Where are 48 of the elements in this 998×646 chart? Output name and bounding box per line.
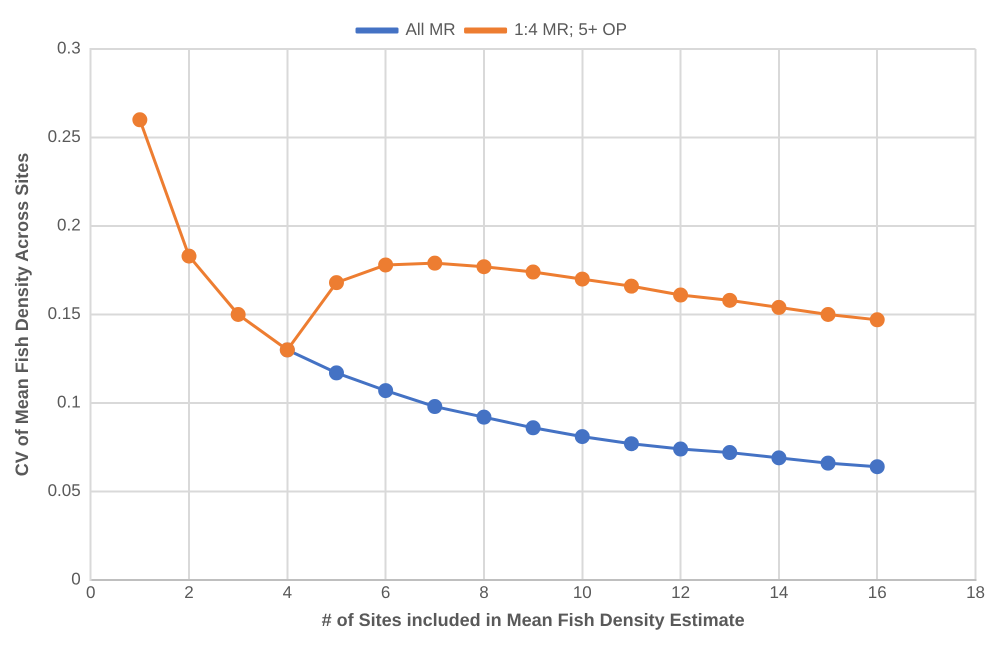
point [722,292,738,308]
point [574,272,590,287]
y-tick-label: 0 [71,570,81,589]
point [378,257,394,272]
x-tick-label: 16 [868,582,887,602]
point [328,365,344,380]
x-tick-label: 6 [380,582,390,602]
point [771,450,786,466]
x-tick-label: 8 [479,582,489,602]
point [820,307,836,322]
x-tick-label: 14 [769,582,788,602]
point [870,459,885,474]
point [476,259,492,274]
y-tick-label: 0.2 [57,216,81,235]
y-axis-title: CV of Mean Fish Density Across Sites [12,152,32,476]
x-tick-label: 10 [572,582,592,602]
y-tick-label: 0.15 [48,304,81,324]
point [673,288,688,303]
x-tick-label: 2 [184,582,194,602]
y-tick-label: 0.25 [48,127,81,146]
y-tick-label: 0.1 [57,392,81,412]
x-tick-label: 12 [671,582,690,602]
y-tick-label: 0.3 [57,38,81,58]
point [574,429,590,444]
point [624,278,639,294]
x-tick-label: 18 [966,582,986,602]
point [476,410,492,425]
point [673,442,688,457]
x-axis-title: # of Sites included in Mean Fish Density Estimate [322,610,745,630]
point [624,436,639,452]
point [722,445,738,460]
point [526,420,541,436]
x-tick-label: 0 [86,582,96,602]
y-tick-label: 0.05 [48,481,81,500]
point [820,456,836,471]
point [771,300,786,315]
point [132,112,148,128]
x-tick-label: 4 [282,582,292,602]
point [427,256,442,271]
legend-label: All MR [406,20,456,40]
point [230,307,246,322]
point [328,275,344,290]
point [526,264,541,280]
point [427,399,442,414]
point [378,383,394,398]
point [870,312,885,328]
point [182,248,197,264]
legend-label: 1:4 MR; 5+ OP [514,20,627,40]
